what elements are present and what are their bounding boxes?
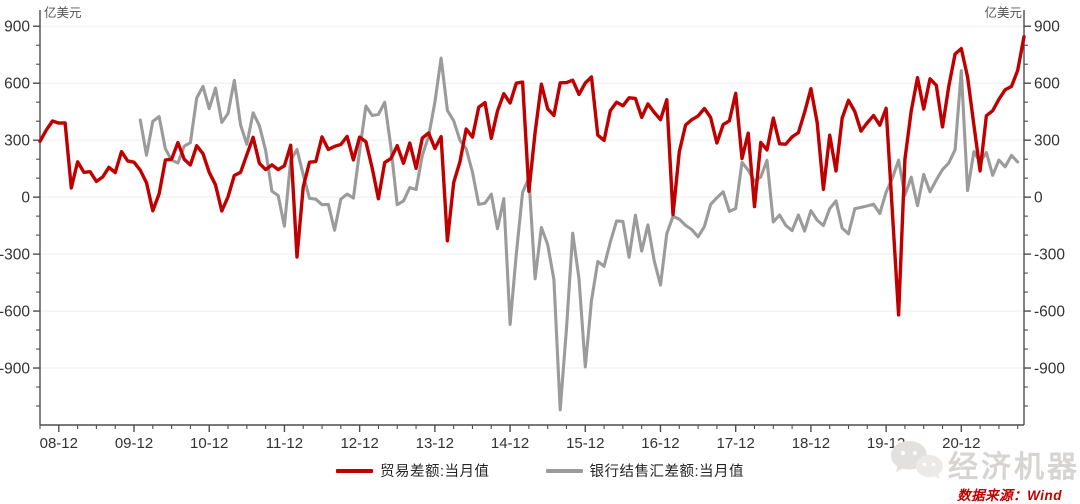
legend-label-trade-balance: 贸易差额:当月值 <box>379 464 490 480</box>
svg-text:-300: -300 <box>0 247 30 264</box>
svg-text:300: 300 <box>4 133 30 150</box>
svg-text:12-12: 12-12 <box>340 435 378 452</box>
gray-line-swatch <box>545 468 583 473</box>
legend-label-bank-fx-settlement: 银行结售汇差额:当月值 <box>589 464 745 480</box>
svg-text:14-12: 14-12 <box>491 435 529 452</box>
svg-text:亿美元: 亿美元 <box>984 5 1022 20</box>
svg-text:15-12: 15-12 <box>566 435 604 452</box>
svg-text:-900: -900 <box>1034 361 1065 378</box>
svg-text:600: 600 <box>1034 76 1060 93</box>
series-bank-fx-settlement-line <box>138 56 1020 412</box>
legend-item-bank-fx-settlement: 银行结售汇差额:当月值 <box>545 460 745 481</box>
svg-text:0: 0 <box>1034 190 1043 207</box>
svg-text:-900: -900 <box>0 361 30 378</box>
svg-text:600: 600 <box>4 76 30 93</box>
svg-text:900: 900 <box>4 19 30 36</box>
svg-text:16-12: 16-12 <box>641 435 679 452</box>
axes <box>39 10 1025 426</box>
legend-item-trade-balance: 贸易差额:当月值 <box>335 460 490 481</box>
svg-text:900: 900 <box>1034 19 1060 36</box>
svg-text:13-12: 13-12 <box>416 435 454 452</box>
x-axis-labels: 08-12 09-12 10-12 11-12 12-12 13-12 14-12 15-12… <box>39 425 1019 452</box>
unit-labels: 亿美元 亿美元 <box>44 5 1022 20</box>
svg-text:亿美元: 亿美元 <box>44 5 82 20</box>
svg-text:18-12: 18-12 <box>792 435 830 452</box>
gridlines <box>40 25 1024 369</box>
chart-legend: 贸易差额:当月值 银行结售汇差额:当月值 <box>0 460 1080 481</box>
svg-text:10-12: 10-12 <box>190 435 228 452</box>
red-line-swatch <box>335 468 373 473</box>
svg-text:300: 300 <box>1034 133 1060 150</box>
data-source-note: 数据来源：Wind <box>957 488 1062 503</box>
svg-text:-600: -600 <box>1034 304 1065 321</box>
svg-text:08-12: 08-12 <box>40 435 78 452</box>
svg-text:-600: -600 <box>0 304 30 321</box>
svg-text:19-12: 19-12 <box>867 435 905 452</box>
svg-text:20-12: 20-12 <box>942 435 980 452</box>
y-axis-labels: 900 900 600 600 300 300 0 0 -300 -300 -600 -600 -900… <box>0 19 1065 407</box>
svg-text:17-12: 17-12 <box>717 435 755 452</box>
svg-text:11-12: 11-12 <box>266 435 303 452</box>
series-trade-balance-line <box>38 35 1026 317</box>
svg-text:-300: -300 <box>1034 247 1065 264</box>
svg-text:09-12: 09-12 <box>115 435 153 452</box>
svg-text:0: 0 <box>21 190 30 207</box>
